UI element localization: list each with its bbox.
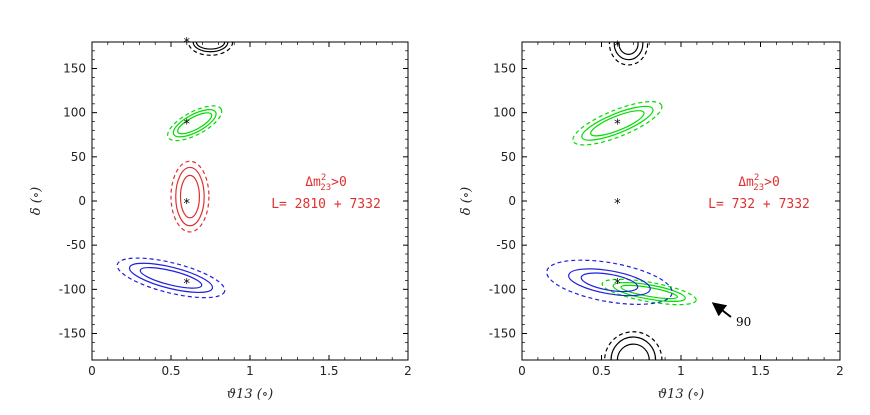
annotation-mass-label: Δm2 23>0 (738, 173, 780, 193)
red-contour-2 (175, 166, 205, 227)
black-contour-2 (613, 42, 644, 61)
red-contour-1 (179, 174, 201, 219)
best-fit-marker: * (614, 277, 621, 292)
green-contour-1 (590, 110, 645, 137)
green-contour-3 (167, 105, 223, 142)
y-tick-label: 0 (78, 194, 86, 208)
best-fit-marker: * (184, 36, 191, 51)
y-tick-label: -50 (66, 238, 86, 252)
annotation-mass-label: Δm2 23>0 (305, 173, 347, 193)
x-tick-label: 0 (518, 364, 526, 378)
x-axis-label: ϑ13 (∘) (227, 387, 273, 402)
mass-superscript: 2 (754, 173, 759, 183)
y-axis-label: δ (∘) (459, 187, 474, 215)
y-tick-label: 100 (63, 106, 86, 120)
best-fit-marker: * (614, 117, 621, 132)
y-axis-label: δ (∘) (29, 187, 44, 215)
arrow-label: 90 (736, 315, 751, 329)
y-tick-label: -50 (496, 238, 516, 252)
black-contour-3 (608, 42, 649, 66)
delta-m: Δm (305, 175, 321, 190)
y-tick-label: -100 (489, 282, 516, 296)
mass-condition: >0 (331, 175, 347, 190)
green-contour-3 (572, 100, 663, 146)
x-tick-label: 1 (246, 364, 254, 378)
y-tick-label: -100 (59, 282, 86, 296)
best-fit-marker: * (614, 40, 621, 55)
y-tick-label: 50 (501, 150, 516, 164)
y-tick-label: 0 (508, 194, 516, 208)
black-contour-3 (604, 331, 663, 360)
x-tick-label: 1 (677, 364, 685, 378)
x-tick-label: 2 (404, 364, 412, 378)
black-contour-2 (192, 42, 229, 53)
annotation-baseline: L= 2810 + 7332 (271, 197, 381, 212)
x-tick-label: 0.5 (161, 364, 180, 378)
black-contour-1 (618, 42, 639, 55)
red-contour-3 (170, 160, 210, 233)
blue-contour-1 (580, 272, 639, 293)
best-fit-marker: * (184, 197, 191, 212)
best-fit-marker: * (614, 197, 621, 212)
x-axis-label: ϑ13 (∘) (658, 387, 704, 402)
y-tick-label: -150 (59, 327, 86, 341)
black-contour-2 (610, 336, 657, 360)
best-fit-marker: * (184, 277, 191, 292)
mass-subscript: 23 (753, 183, 764, 193)
annotation-baseline: L= 732 + 7332 (708, 197, 810, 212)
contour-group (116, 42, 234, 299)
mass-condition: >0 (764, 175, 780, 190)
arrow-icon (711, 302, 732, 318)
x-tick-label: 0 (88, 364, 96, 378)
black-contour-1 (616, 343, 650, 360)
x-tick-label: 1.5 (319, 364, 338, 378)
y-tick-label: 50 (71, 150, 86, 164)
best-fit-marker: * (184, 117, 191, 132)
green-contour-2 (612, 281, 686, 303)
x-tick-label: 0.5 (592, 364, 611, 378)
delta-m: Δm (738, 175, 754, 190)
contour-group (546, 42, 697, 360)
mass-superscript: 2 (321, 173, 326, 183)
blue-contour-3 (116, 257, 226, 299)
y-tick-label: 100 (493, 106, 516, 120)
y-tick-label: 150 (63, 62, 86, 76)
right-panel: 0 0.5 1 1.5 2 150 100 50 0 -50 -100 -150 ϑ13 (∘) δ (∘… (459, 40, 844, 402)
blue-contour-1 (139, 266, 203, 289)
y-tick-label: 150 (493, 62, 516, 76)
blue-contour-2 (128, 262, 214, 294)
blue-contour-3 (546, 259, 673, 305)
black-contour-3 (187, 42, 234, 56)
green-contour-3 (601, 278, 697, 306)
x-tick-label: 2 (836, 364, 844, 378)
mass-subscript: 23 (320, 183, 331, 193)
black-contour-1 (195, 42, 226, 50)
x-tick-label: 1.5 (751, 364, 770, 378)
green-contour-2 (172, 109, 217, 138)
green-contour-2 (581, 105, 654, 141)
blue-contour-2 (568, 268, 651, 297)
left-panel: 0 0.5 1 1.5 2 150 100 50 0 -50 -100 -150 ϑ13 (∘) δ (∘… (29, 36, 412, 402)
green-contour-1 (177, 112, 213, 135)
y-tick-label: -150 (489, 327, 516, 341)
